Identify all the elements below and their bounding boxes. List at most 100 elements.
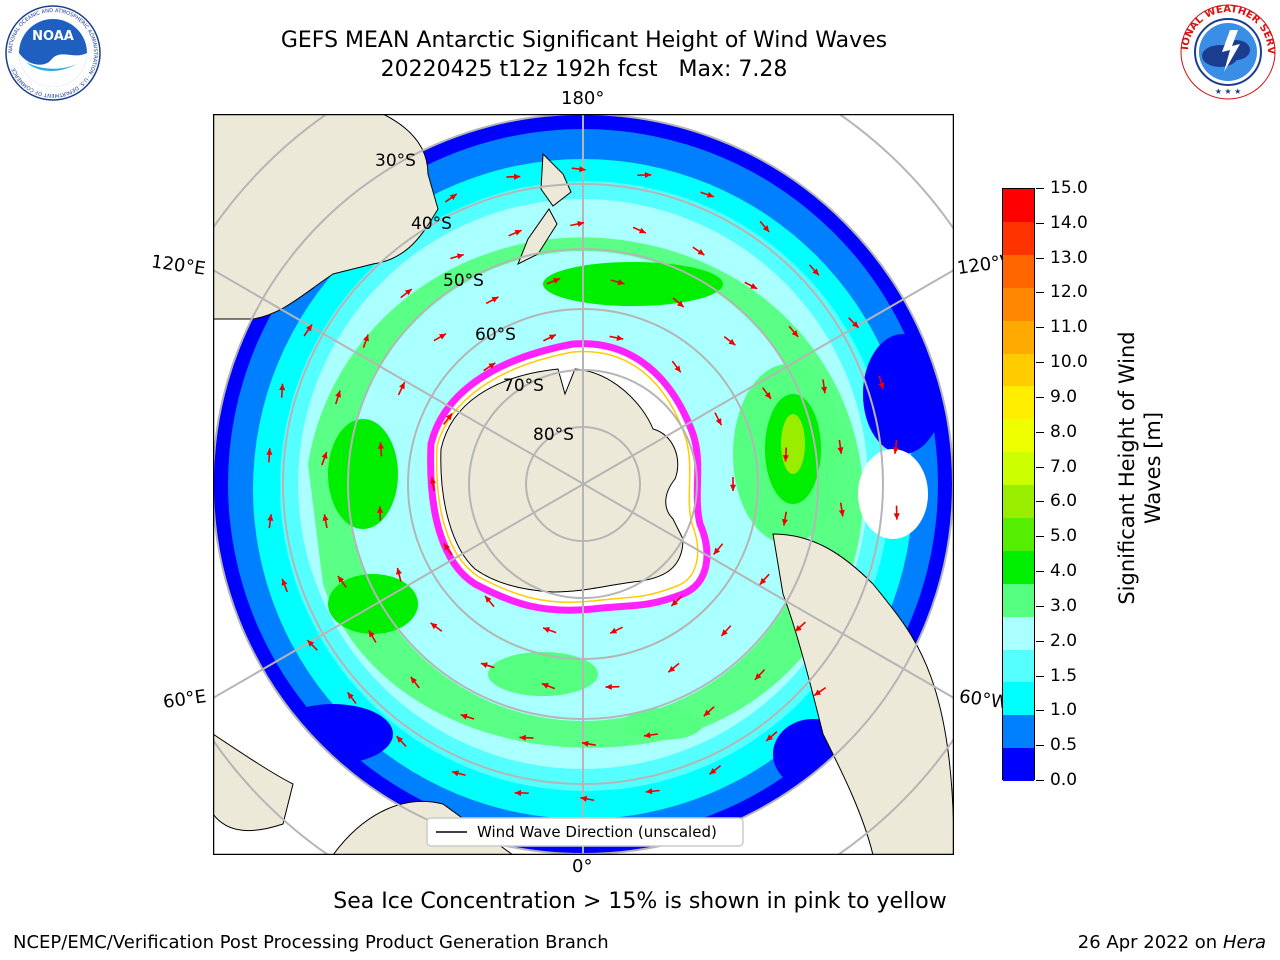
- wave-arrow-head: [513, 173, 521, 180]
- colorbar-segment: [1003, 517, 1034, 551]
- wave-arrow-head: [443, 543, 450, 551]
- noaa-logo: NOAA NATIONAL OCEANIC AND ATMOSPHERIC AD…: [5, 5, 101, 101]
- lon-label-60w: 60°W: [957, 686, 1005, 713]
- wave-arrow-head: [347, 692, 354, 700]
- wave-arrow-head: [577, 220, 585, 227]
- wave-arrow-head: [480, 662, 488, 669]
- wave-arrow-head: [266, 448, 273, 455]
- wave-arrow-head: [363, 334, 369, 342]
- wave-arrow-head: [791, 330, 799, 337]
- lon-label-180: 180°: [561, 88, 605, 109]
- colorbar-tick-label: 7.0: [1050, 457, 1078, 477]
- colorbar-segment: [1003, 550, 1034, 584]
- colorbar-segment: [1003, 320, 1034, 354]
- lon-label-120e: 120°E: [149, 251, 207, 280]
- wave-arrow-head: [715, 418, 722, 426]
- wave-arrow-head: [377, 442, 384, 449]
- colorbar-tick-label: 5.0: [1050, 526, 1078, 546]
- wave-arrow-head: [553, 278, 561, 284]
- chart-title-block: GEFS MEAN Antarctic Significant Height o…: [0, 26, 1168, 84]
- lat-label-50s: 50°S: [443, 271, 484, 291]
- wave-arrow-head: [610, 627, 618, 634]
- wave-arrow-head: [814, 689, 822, 696]
- colorbar-tick: [1036, 467, 1044, 468]
- wave-arrow-head: [452, 770, 459, 777]
- colorbar-tick-label: 8.0: [1050, 422, 1078, 442]
- wave-arrow-head: [399, 382, 405, 390]
- lat-label-60s: 60°S: [475, 325, 516, 345]
- colorbar-tick-label: 1.5: [1050, 666, 1078, 686]
- colorbar-tick-label: 6.0: [1050, 491, 1078, 511]
- wave-arrow-head: [484, 595, 492, 603]
- wave-arrow-head: [668, 665, 676, 673]
- wave-arrow-head: [838, 509, 845, 517]
- footer-host: Hera: [1222, 932, 1266, 953]
- colorbar-segment: [1003, 682, 1034, 716]
- colorbar-tick: [1036, 745, 1044, 746]
- colorbar-tick: [1036, 432, 1044, 433]
- colorbar-segment: [1003, 649, 1034, 683]
- wave-arrow-head: [616, 334, 624, 341]
- wave-arrow-head: [429, 477, 436, 484]
- wave-arrow-head: [543, 627, 551, 633]
- colorbar-tick: [1036, 780, 1044, 781]
- wave-arrow-head: [812, 268, 819, 276]
- colorbar-tick-label: 0.5: [1050, 735, 1078, 755]
- colorbar-tick-label: 10.0: [1050, 352, 1088, 372]
- wave-arrow-head: [491, 296, 499, 303]
- wave-arrow-head: [617, 279, 625, 286]
- wave-arrow-head: [430, 622, 438, 630]
- colorbar-title-line1: Significant Height of Wind: [1115, 331, 1139, 605]
- colorbar-title-line2: Waves [m]: [1141, 411, 1165, 525]
- colorbar-tick-label: 11.0: [1050, 317, 1088, 337]
- wave-arrow-head: [337, 575, 345, 583]
- wave-arrow-head: [281, 578, 288, 586]
- wave-arrow-head: [764, 392, 772, 399]
- wave-arrow-head: [579, 166, 586, 173]
- colorbar-segment: [1003, 583, 1034, 617]
- wave-arrow-head: [439, 333, 446, 340]
- wave-arrow-head: [713, 547, 721, 555]
- colorbar-segment: [1003, 221, 1034, 255]
- wave-arrow-head: [305, 324, 313, 332]
- colorbar-tick-label: 9.0: [1050, 387, 1078, 407]
- footer-date: 26 Apr 2022 on Hera: [1078, 932, 1266, 953]
- wave-arrow-head: [580, 795, 588, 802]
- colorbar-tick: [1036, 641, 1044, 642]
- wave-arrow-head: [703, 709, 711, 717]
- svg-text:★ ★ ★: ★ ★ ★: [1215, 87, 1242, 96]
- wave-arrow-head: [878, 382, 885, 390]
- wave-arrow-head: [581, 740, 589, 747]
- chart-title: GEFS MEAN Antarctic Significant Height o…: [280, 28, 888, 53]
- colorbar: [1002, 188, 1035, 782]
- colorbar-segment: [1003, 353, 1034, 387]
- wave-arrow-head: [671, 599, 679, 606]
- lon-label-0: 0°: [572, 856, 593, 877]
- lat-label-30s: 30°S: [375, 151, 416, 171]
- wave-arrow-head: [674, 365, 681, 373]
- colorbar-tick: [1036, 223, 1044, 224]
- wave-arrow-head: [514, 789, 522, 797]
- colorbar-segment: [1003, 485, 1034, 518]
- wave-arrow-head: [781, 518, 788, 526]
- wave-arrow-head: [519, 734, 526, 741]
- colorbar-tick: [1036, 327, 1044, 328]
- wave-arrow-head: [750, 283, 758, 289]
- polar-map: 30°S 40°S 50°S 60°S 70°S 80°S Wind Wave …: [213, 114, 954, 855]
- wave-arrow-head: [782, 455, 789, 462]
- wave-arrow-head: [821, 386, 828, 394]
- wave-arrow-head: [837, 447, 844, 454]
- wave-arrow-head: [321, 451, 328, 459]
- colorbar-tick-label: 0.0: [1050, 770, 1078, 790]
- colorbar-segment: [1003, 254, 1034, 288]
- wave-arrow-head: [456, 253, 464, 260]
- wave-arrow-head: [644, 171, 652, 179]
- wave-arrow-head: [795, 625, 802, 632]
- colorbar-tick: [1036, 606, 1044, 607]
- wave-arrow-head: [605, 683, 612, 690]
- wave-arrow-head: [638, 227, 646, 234]
- colorbar-segment: [1003, 419, 1034, 453]
- lat-label-70s: 70°S: [503, 376, 544, 396]
- colorbar-tick: [1036, 710, 1044, 711]
- wave-arrow-head: [709, 768, 717, 775]
